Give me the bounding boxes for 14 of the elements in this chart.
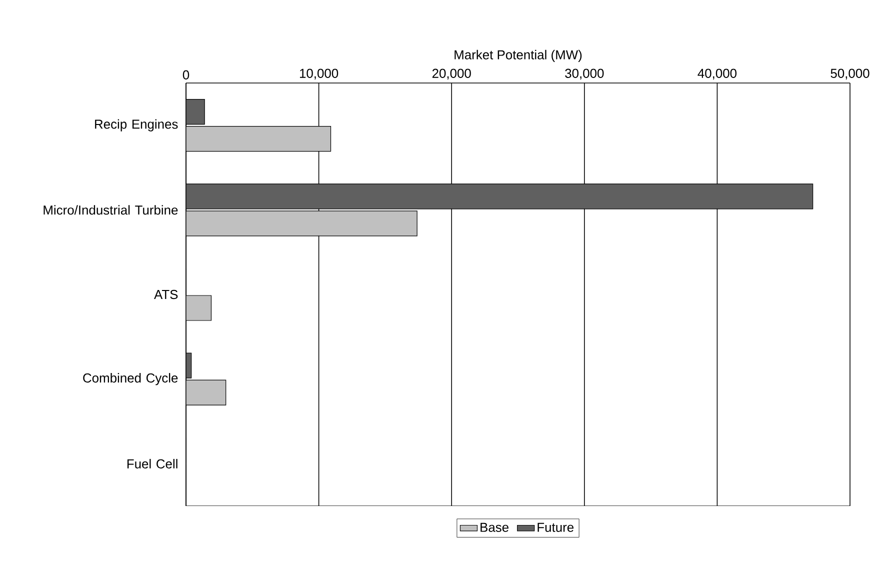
x-tick-label: 30,000	[565, 68, 604, 80]
x-tick-label: 0	[182, 70, 190, 80]
x-axis-title: Market Potential (MW)	[454, 50, 582, 62]
y-tick-label: Micro/Industrial Turbine	[44, 205, 178, 215]
y-tick-label: ATS	[154, 290, 178, 300]
legend-label: Future	[538, 522, 574, 532]
y-tick-label: Fuel Cell	[127, 458, 178, 468]
x-tick-label: 40,000	[698, 68, 737, 80]
y-tick-label: Combined Cycle	[83, 373, 178, 386]
x-tick-label: 10,000	[300, 68, 338, 80]
legend-label: Base	[480, 522, 508, 532]
x-tick-label: 50,000	[830, 68, 870, 80]
x-tick-label: 20,000	[432, 68, 471, 80]
y-tick-label: Recip Engines	[95, 119, 178, 132]
